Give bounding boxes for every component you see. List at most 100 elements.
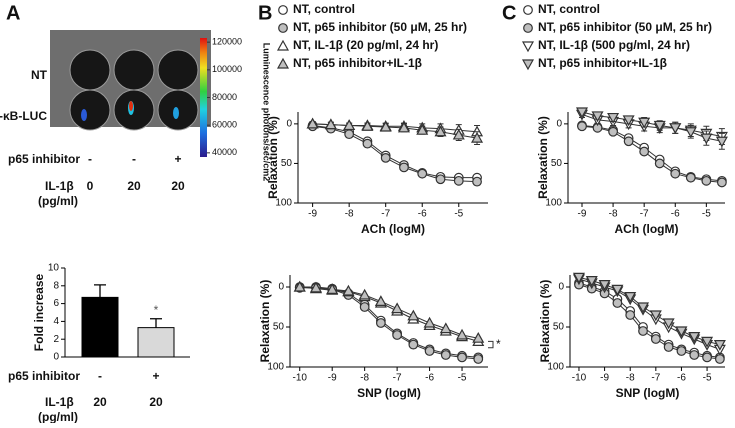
marker xyxy=(715,136,728,148)
x-axis-label: ACh (logM) xyxy=(361,222,425,236)
y-tick-label: 50 xyxy=(273,322,285,333)
y-tick-label: 50 xyxy=(281,158,293,169)
marker xyxy=(439,322,452,334)
treatment-value: 0 xyxy=(87,179,94,193)
marker xyxy=(456,328,469,340)
y-tick-label: 100 xyxy=(547,362,564,373)
treatment-unit: (pg/ml) xyxy=(38,194,78,208)
legend-label: NT, IL-1β (20 pg/ml, 24 hr) xyxy=(293,38,438,52)
marker xyxy=(423,316,436,328)
marker xyxy=(622,115,635,127)
treatment-title: IL-1β xyxy=(45,179,74,193)
y-tick-label: 2 xyxy=(53,334,59,345)
marker xyxy=(591,111,604,123)
series-line xyxy=(578,284,720,360)
legend-label: NT, p65 inhibitor (50 μM, 25 hr) xyxy=(538,20,712,34)
marker xyxy=(473,354,484,364)
marker xyxy=(399,162,409,173)
marker xyxy=(676,346,687,356)
x-tick-label: -6 xyxy=(418,209,427,220)
marker xyxy=(716,177,727,188)
marker xyxy=(358,288,371,300)
marker xyxy=(639,146,650,157)
marker xyxy=(624,292,637,303)
marker xyxy=(324,118,337,130)
panel-label: C xyxy=(502,2,516,24)
marker xyxy=(343,119,356,131)
marker xyxy=(278,23,288,33)
marker xyxy=(575,107,589,119)
marker xyxy=(471,131,484,143)
marker xyxy=(276,39,290,51)
treatment-title: p65 inhibitor xyxy=(8,152,80,166)
marker xyxy=(675,326,688,338)
x-tick-label: -7 xyxy=(393,373,402,384)
marker xyxy=(359,302,370,312)
marker xyxy=(611,284,624,296)
x-tick-label: -6 xyxy=(671,209,680,220)
y-axis-label: Fold increase xyxy=(32,274,46,352)
treatment-value: - xyxy=(132,152,136,166)
series-line xyxy=(312,124,478,179)
y-axis-label: Relaxation (%) xyxy=(258,280,272,363)
error-bar xyxy=(94,284,106,298)
x-tick-label: -8 xyxy=(626,373,635,384)
x-tick-label: - xyxy=(98,369,102,383)
marker xyxy=(689,350,700,360)
treatment-value: + xyxy=(174,152,181,166)
colorbar-tick-label: 60000 xyxy=(212,120,237,130)
colorbar-label: Luminescence photons/sec/cm2 xyxy=(262,43,272,182)
marker xyxy=(424,346,435,356)
x-tick-label: -7 xyxy=(381,209,390,220)
marker xyxy=(457,352,467,363)
marker xyxy=(598,280,611,291)
marker xyxy=(653,120,666,132)
colorbar-tick-label: 120000 xyxy=(212,37,242,47)
annotation: * xyxy=(154,303,159,317)
marker xyxy=(670,168,681,179)
y-tick-label: 6 xyxy=(53,298,59,309)
legend-label: NT, control xyxy=(293,2,355,16)
treatment-value: 20 xyxy=(127,179,141,193)
x-axis-label: ACh (logM) xyxy=(615,222,679,236)
treatment-value: - xyxy=(88,152,92,166)
series-line xyxy=(299,286,479,342)
x-tick-label: -9 xyxy=(328,373,337,384)
row2-value: 20 xyxy=(149,395,163,409)
series-line xyxy=(581,124,722,182)
x-tick-label: -5 xyxy=(454,209,463,220)
marker xyxy=(662,318,675,330)
series-line xyxy=(581,125,722,183)
marker xyxy=(700,133,713,145)
row2-value: 20 xyxy=(93,395,107,409)
marker xyxy=(326,283,339,294)
marker xyxy=(453,175,464,186)
marker xyxy=(577,121,587,132)
colorbar xyxy=(200,38,207,157)
colorbar-tick-label: 40000 xyxy=(212,147,237,157)
series-line xyxy=(299,286,479,358)
marker xyxy=(714,354,725,364)
marker xyxy=(521,41,535,53)
marker xyxy=(374,295,387,306)
legend-label: NT, IL-1β (500 pg/ml, 24 hr) xyxy=(538,38,690,52)
marker xyxy=(417,168,428,179)
annotation-bracket xyxy=(488,340,494,349)
marker xyxy=(585,276,598,287)
marker xyxy=(379,120,392,132)
marker xyxy=(623,136,634,147)
marker xyxy=(572,272,585,284)
marker xyxy=(380,152,391,163)
marker xyxy=(278,5,288,15)
series-line xyxy=(581,111,722,142)
marker xyxy=(434,125,447,137)
marker xyxy=(293,280,306,292)
category-title: p65 inhibitor xyxy=(8,369,80,383)
marker xyxy=(392,330,403,340)
x-tick-label: -5 xyxy=(702,209,711,220)
x-tick-label: -7 xyxy=(651,373,660,384)
y-axis-label: Relaxation (%) xyxy=(266,116,280,199)
marker xyxy=(638,326,648,336)
marker xyxy=(435,174,446,185)
